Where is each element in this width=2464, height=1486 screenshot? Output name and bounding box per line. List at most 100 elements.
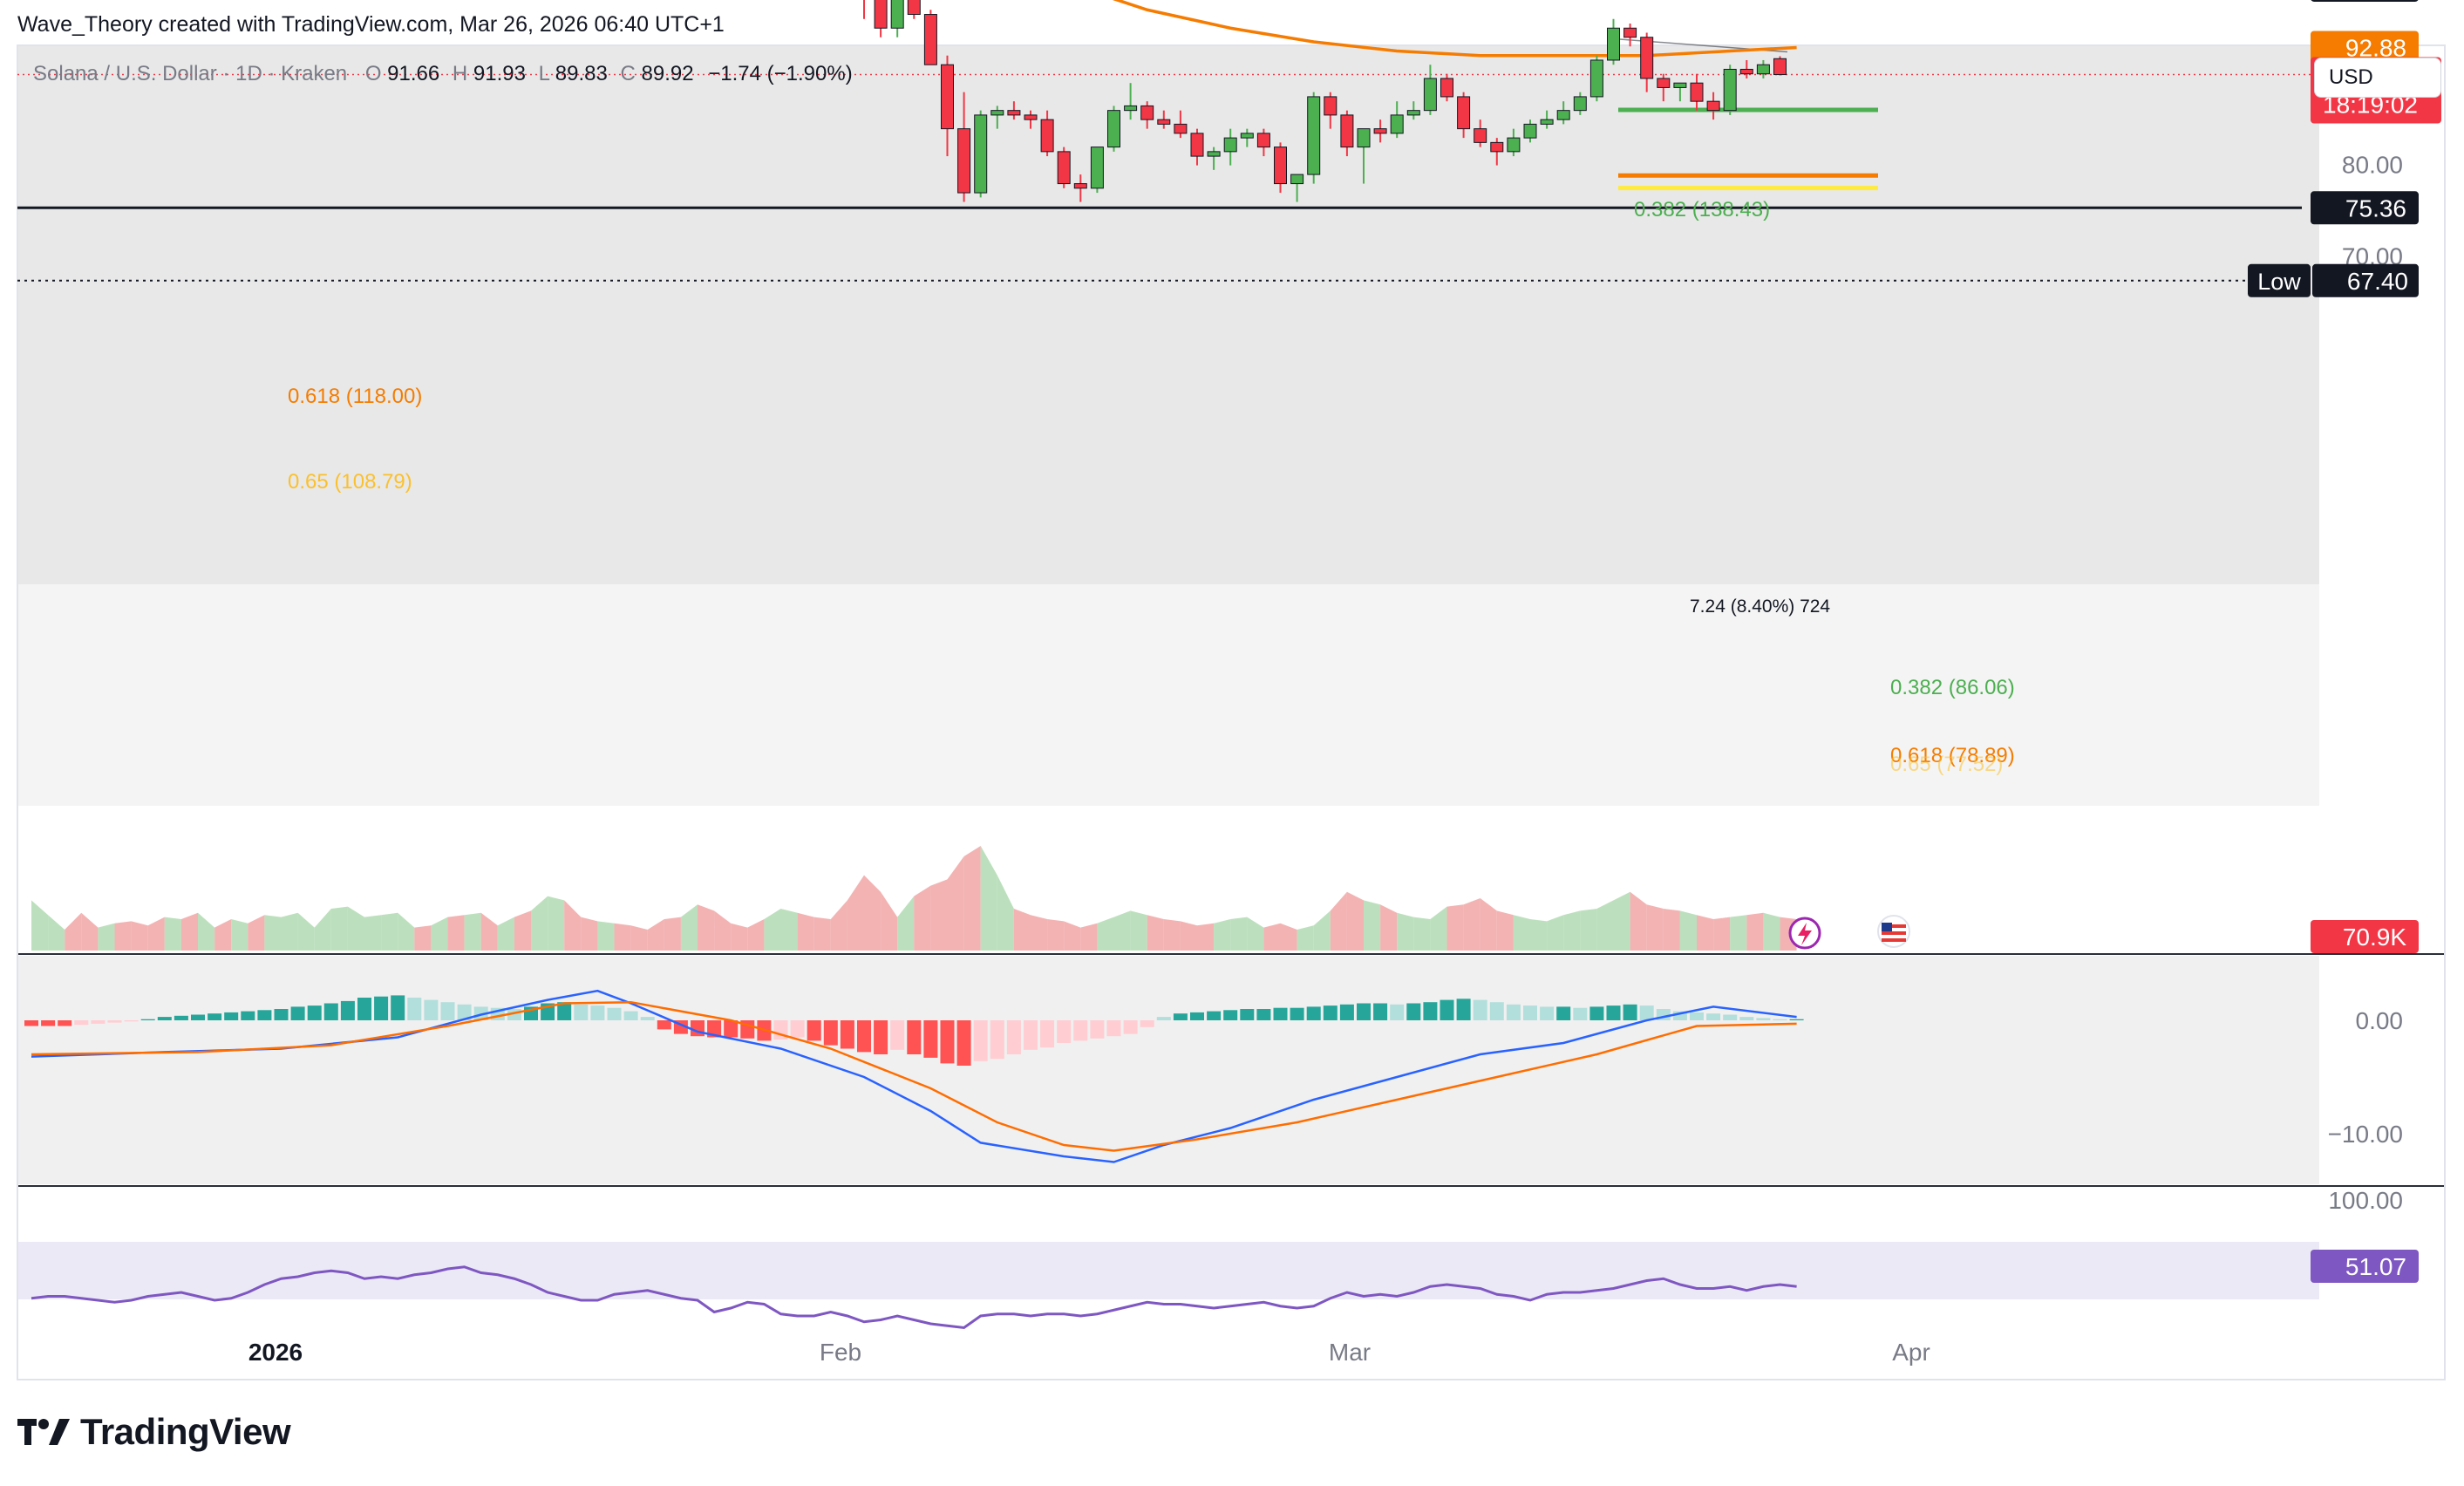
candle[interactable] bbox=[1090, 147, 1104, 194]
flash-icon[interactable] bbox=[1788, 917, 1821, 950]
candle[interactable] bbox=[1673, 82, 1687, 102]
candle[interactable] bbox=[1256, 128, 1270, 157]
candle[interactable] bbox=[1024, 110, 1038, 129]
candle[interactable] bbox=[1140, 101, 1154, 129]
candle-body bbox=[1556, 110, 1570, 120]
macd-histogram-bar bbox=[24, 1020, 38, 1026]
candle[interactable] bbox=[1107, 106, 1120, 152]
resistance-price-badge[interactable]: 99.70 bbox=[2311, 0, 2419, 2]
candle[interactable] bbox=[1739, 59, 1753, 78]
candle[interactable] bbox=[1057, 147, 1071, 188]
volume-area-segment bbox=[714, 910, 732, 951]
candle[interactable] bbox=[874, 0, 888, 37]
candle[interactable] bbox=[923, 10, 937, 65]
candle[interactable] bbox=[957, 92, 971, 202]
volume-area-segment bbox=[381, 912, 398, 951]
candle[interactable] bbox=[1490, 138, 1504, 166]
volume-area-segment bbox=[1297, 925, 1314, 951]
candle[interactable] bbox=[1223, 128, 1237, 166]
candle[interactable] bbox=[1274, 142, 1287, 194]
candle[interactable] bbox=[1556, 101, 1570, 125]
macd-histogram-bar bbox=[1106, 1020, 1121, 1037]
tradingview-wordmark: TradingView bbox=[80, 1411, 291, 1452]
candle[interactable] bbox=[1507, 128, 1521, 157]
candle[interactable] bbox=[1207, 147, 1221, 170]
candle[interactable] bbox=[1690, 73, 1704, 111]
low-price-badge[interactable]: Low 67.40 bbox=[2248, 263, 2419, 297]
volume-area-segment bbox=[264, 915, 282, 951]
ema-50-line[interactable] bbox=[31, 0, 1797, 58]
currency-button[interactable]: USD bbox=[2314, 58, 2441, 98]
macd-histogram-bar bbox=[191, 1014, 205, 1020]
candle[interactable] bbox=[1623, 24, 1637, 47]
candle[interactable] bbox=[1124, 83, 1138, 120]
candle[interactable] bbox=[1240, 128, 1254, 147]
candle[interactable] bbox=[1657, 73, 1671, 102]
volume-area-segment bbox=[1613, 891, 1630, 951]
macd-histogram-bar bbox=[440, 1002, 455, 1020]
macd-histogram-bar bbox=[1723, 1014, 1738, 1020]
rsi-value-badge[interactable]: 51.07 bbox=[2311, 1250, 2419, 1283]
macd-histogram-bar bbox=[724, 1020, 739, 1038]
candle-body bbox=[990, 110, 1004, 116]
macd-histogram-bar bbox=[1506, 1004, 1521, 1020]
volume-value-badge[interactable]: 70.9K bbox=[2311, 920, 2419, 953]
macd-histogram-bar bbox=[607, 1007, 622, 1020]
candle[interactable] bbox=[1706, 92, 1720, 120]
candle[interactable] bbox=[1290, 174, 1304, 202]
candle[interactable] bbox=[1040, 110, 1054, 157]
rsi-line[interactable] bbox=[31, 1265, 1797, 1330]
us-flag-icon[interactable] bbox=[1877, 915, 1910, 948]
candle[interactable] bbox=[1540, 110, 1554, 129]
candle[interactable] bbox=[1007, 101, 1021, 120]
macd-histogram-bar bbox=[574, 1004, 589, 1020]
candle[interactable] bbox=[1307, 92, 1321, 184]
candle[interactable] bbox=[1406, 101, 1420, 120]
candle[interactable] bbox=[1324, 92, 1338, 129]
volume-area-segment bbox=[1180, 921, 1197, 951]
candle[interactable] bbox=[1357, 128, 1371, 184]
candle[interactable] bbox=[990, 106, 1004, 129]
candle[interactable] bbox=[1573, 92, 1587, 115]
macd-histogram-bar bbox=[1006, 1020, 1021, 1054]
candle[interactable] bbox=[974, 110, 988, 198]
macd-signal-line[interactable] bbox=[31, 1000, 1797, 1152]
symbol-legend[interactable]: Solana / U.S. Dollar · 1D · Kraken O 91.… bbox=[33, 62, 853, 85]
candle[interactable] bbox=[890, 0, 904, 37]
volume-area-segment bbox=[963, 846, 981, 951]
candle[interactable] bbox=[1340, 110, 1354, 157]
macd-histogram-bar bbox=[357, 998, 371, 1020]
volume-area-segment bbox=[1031, 915, 1048, 951]
volume-area-segment bbox=[1679, 910, 1697, 951]
ema-50-price-badge[interactable]: 92.88 bbox=[2311, 31, 2419, 65]
candle[interactable] bbox=[1589, 55, 1603, 102]
candle[interactable] bbox=[1373, 119, 1387, 143]
volume-area-segment bbox=[1064, 921, 1081, 951]
candle[interactable] bbox=[1756, 59, 1770, 78]
tradingview-logo[interactable]: TradingView bbox=[17, 1411, 291, 1453]
candle[interactable] bbox=[1607, 18, 1620, 65]
candle[interactable] bbox=[1474, 119, 1487, 147]
candle[interactable] bbox=[1174, 110, 1188, 139]
macd-line[interactable] bbox=[31, 989, 1797, 1163]
candle[interactable] bbox=[1440, 73, 1453, 102]
candle[interactable] bbox=[1423, 65, 1437, 115]
support-price-badge[interactable]: 75.36 bbox=[2311, 191, 2419, 225]
candle[interactable] bbox=[1390, 101, 1404, 139]
candle[interactable] bbox=[941, 55, 954, 157]
candle[interactable] bbox=[1640, 32, 1654, 92]
candle[interactable] bbox=[1457, 92, 1471, 139]
candle[interactable] bbox=[1723, 65, 1737, 115]
volume-area-segment bbox=[297, 912, 315, 951]
candle[interactable] bbox=[907, 0, 921, 19]
candle[interactable] bbox=[1523, 119, 1537, 143]
candle[interactable] bbox=[1190, 128, 1204, 166]
volume-area-segment bbox=[1346, 891, 1364, 951]
candle[interactable] bbox=[1773, 56, 1787, 76]
candle[interactable] bbox=[858, 0, 870, 19]
macd-histogram-bar bbox=[874, 1020, 888, 1054]
low-value-bg bbox=[2312, 263, 2419, 297]
candle[interactable] bbox=[1073, 174, 1087, 202]
candle[interactable] bbox=[1157, 110, 1171, 129]
